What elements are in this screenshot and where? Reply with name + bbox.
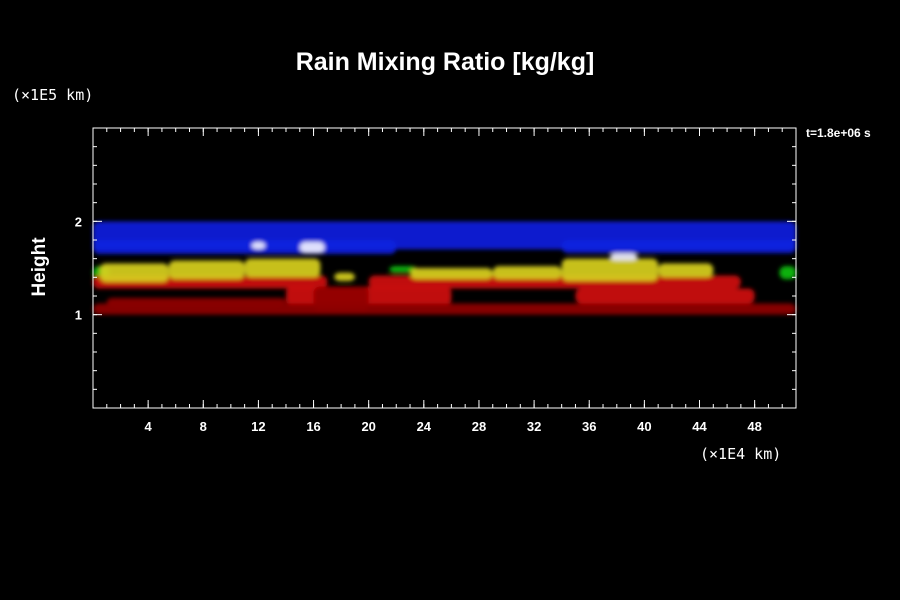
x-tick-label-12: 12 bbox=[251, 419, 265, 434]
rain-band-blue-1 bbox=[93, 240, 397, 254]
y-tick-label-2: 2 bbox=[75, 214, 82, 229]
rain-band-yellow-19 bbox=[561, 258, 659, 282]
rain-band-yellow-15 bbox=[244, 258, 321, 278]
x-tick-label-40: 40 bbox=[637, 419, 651, 434]
x-tick-label-28: 28 bbox=[472, 419, 486, 434]
rain-band-white-22 bbox=[299, 241, 325, 254]
x-tick-label-16: 16 bbox=[306, 419, 320, 434]
x-tick-label-44: 44 bbox=[692, 419, 707, 434]
data-layer bbox=[93, 221, 796, 315]
rain-band-darkred-11 bbox=[106, 297, 286, 306]
x-axis-unit: (×1E4 km) bbox=[700, 445, 782, 463]
rain-band-yellow-18 bbox=[492, 266, 562, 280]
rain-band-darkred-12 bbox=[313, 286, 369, 310]
x-tick-label-32: 32 bbox=[527, 419, 541, 434]
rain-band-green-5 bbox=[389, 266, 417, 273]
x-tick-label-48: 48 bbox=[747, 419, 761, 434]
chart-title: Rain Mixing Ratio [kg/kg] bbox=[295, 48, 595, 76]
rain-band-red-9 bbox=[575, 288, 755, 304]
y-axis-unit: (×1E5 km) bbox=[12, 86, 94, 104]
x-tick-label-20: 20 bbox=[361, 419, 375, 434]
rain-band-darkred-10 bbox=[93, 303, 796, 315]
plot-frame bbox=[92, 127, 797, 409]
rain-band-yellow-14 bbox=[168, 260, 245, 280]
rain-band-blue-2 bbox=[561, 240, 796, 254]
rain-band-white-23 bbox=[609, 253, 638, 261]
x-tick-label-4: 4 bbox=[145, 419, 153, 434]
rain-band-yellow-16 bbox=[334, 272, 355, 282]
rain-band-yellow-13 bbox=[99, 263, 169, 282]
rain-band-white-21 bbox=[251, 241, 266, 250]
rain-band-yellow-20 bbox=[658, 263, 714, 278]
rain-band-green-4 bbox=[779, 266, 796, 280]
x-tick-label-24: 24 bbox=[417, 419, 432, 434]
time-label: t=1.8e+06 s bbox=[806, 126, 871, 140]
y-tick-label-1: 1 bbox=[75, 308, 82, 323]
x-tick-label-8: 8 bbox=[200, 419, 207, 434]
rain-band-yellow-17 bbox=[410, 268, 493, 280]
x-tick-label-36: 36 bbox=[582, 419, 596, 434]
